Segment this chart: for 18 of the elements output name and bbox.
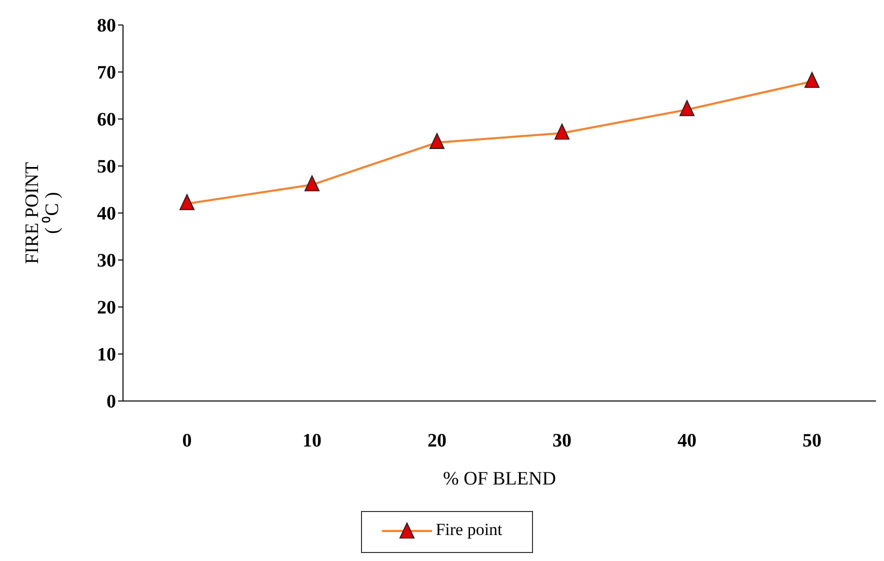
legend-label: Fire point: [436, 520, 502, 540]
x-tick-label: 0: [182, 430, 192, 452]
x-axis-title: % OF BLEND: [443, 468, 556, 490]
y-tick-label: 80: [97, 16, 116, 37]
y-tick-label: 0: [106, 392, 116, 413]
y-tick-label: 30: [97, 250, 116, 272]
y-tick-label: 60: [97, 110, 116, 131]
y-tick-label: 70: [97, 62, 116, 84]
y-axis-title: FIRE POINT ( ⁰C ): [22, 162, 63, 264]
y-tick-label: 50: [97, 156, 116, 178]
x-tick-label: 40: [678, 430, 696, 452]
y-tick-label: 20: [97, 298, 116, 319]
x-tick-label: 30: [552, 430, 572, 452]
x-tick-label: 20: [428, 430, 446, 452]
y-tick-label: 10: [97, 344, 116, 366]
y-tick-label: 40: [97, 204, 116, 225]
x-tick-label: 50: [802, 430, 822, 452]
x-tick-label: 10: [302, 430, 322, 452]
